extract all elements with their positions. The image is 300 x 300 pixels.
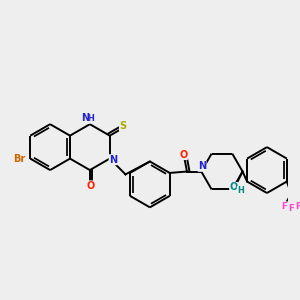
Text: H: H xyxy=(237,186,244,195)
Text: S: S xyxy=(119,121,127,131)
Text: N: N xyxy=(198,161,206,171)
Text: F: F xyxy=(281,202,287,211)
Text: F: F xyxy=(288,204,294,213)
Text: Br: Br xyxy=(13,154,26,164)
Text: O: O xyxy=(179,150,187,160)
Text: O: O xyxy=(86,181,94,191)
Text: N: N xyxy=(81,113,89,124)
Text: F: F xyxy=(296,202,300,211)
Text: O: O xyxy=(230,182,238,192)
Text: N: N xyxy=(109,155,117,165)
Text: H: H xyxy=(87,114,94,123)
